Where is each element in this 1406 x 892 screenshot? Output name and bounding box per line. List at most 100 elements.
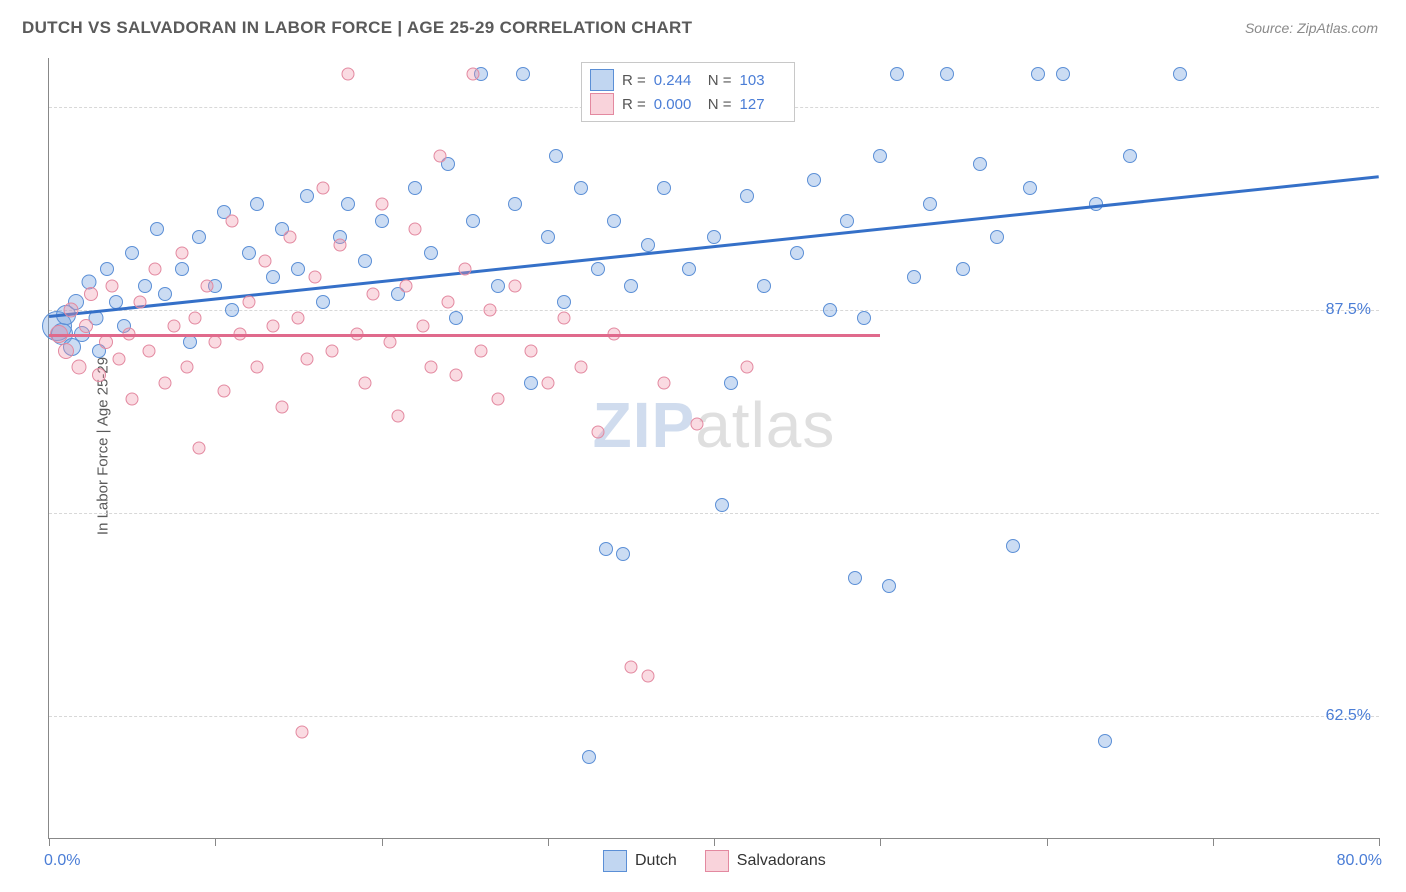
scatter-point	[71, 359, 86, 374]
x-tick-mark	[880, 838, 881, 846]
scatter-point	[433, 149, 446, 162]
legend-n-value: 103	[740, 72, 786, 89]
scatter-point	[458, 263, 471, 276]
legend-swatch	[590, 93, 614, 115]
scatter-point	[724, 376, 738, 390]
scatter-point	[425, 360, 438, 373]
scatter-point	[417, 320, 430, 333]
scatter-point	[217, 385, 230, 398]
scatter-point	[63, 302, 78, 317]
scatter-point	[341, 197, 355, 211]
scatter-point	[99, 335, 113, 349]
scatter-point	[1173, 67, 1187, 81]
legend-stats-row: R = 0.244 N = 103	[590, 68, 786, 92]
scatter-point	[325, 344, 338, 357]
x-max-label: 80.0%	[1337, 852, 1382, 870]
legend-bottom: Dutch Salvadorans	[603, 850, 826, 872]
x-tick-mark	[1379, 838, 1380, 846]
scatter-point	[475, 344, 488, 357]
scatter-point	[848, 571, 862, 585]
scatter-point	[192, 230, 206, 244]
scatter-point	[1056, 67, 1070, 81]
x-tick-mark	[1047, 838, 1048, 846]
scatter-point	[757, 279, 771, 293]
scatter-point	[250, 360, 263, 373]
scatter-point	[159, 377, 172, 390]
scatter-point	[790, 246, 804, 260]
legend-r-label: R =	[622, 72, 646, 89]
scatter-point	[1098, 734, 1112, 748]
scatter-point	[973, 157, 987, 171]
scatter-point	[150, 222, 164, 236]
x-tick-mark	[1213, 838, 1214, 846]
scatter-point	[599, 542, 613, 556]
scatter-point	[242, 246, 256, 260]
legend-swatch-icon	[705, 850, 729, 872]
legend-swatch-icon	[603, 850, 627, 872]
scatter-point	[138, 279, 152, 293]
legend-stats-row: R =0.000N =127	[590, 92, 786, 116]
scatter-point	[882, 579, 896, 593]
scatter-point	[575, 360, 588, 373]
scatter-point	[142, 344, 155, 357]
scatter-point	[158, 287, 172, 301]
watermark-part2: atlas	[695, 389, 835, 461]
gridline-h	[49, 310, 1379, 311]
scatter-point	[541, 377, 554, 390]
scatter-point	[707, 230, 721, 244]
scatter-point	[923, 197, 937, 211]
x-tick-mark	[714, 838, 715, 846]
scatter-point	[300, 352, 313, 365]
legend-r-value: 0.000	[654, 96, 700, 113]
scatter-point	[1006, 539, 1020, 553]
source-label: Source: ZipAtlas.com	[1245, 20, 1378, 36]
scatter-point	[516, 67, 530, 81]
scatter-point	[358, 377, 371, 390]
chart-title: DUTCH VS SALVADORAN IN LABOR FORCE | AGE…	[22, 18, 692, 38]
legend-label: Salvadorans	[737, 852, 826, 869]
scatter-point	[491, 393, 504, 406]
legend-n-label: N =	[708, 72, 732, 89]
scatter-point	[582, 750, 596, 764]
scatter-point	[383, 336, 396, 349]
scatter-point	[641, 238, 655, 252]
legend-r-value: 0.244	[654, 72, 700, 89]
scatter-point	[84, 287, 98, 301]
scatter-point	[658, 377, 671, 390]
scatter-point	[591, 262, 605, 276]
scatter-point	[524, 376, 538, 390]
scatter-point	[408, 181, 422, 195]
x-tick-mark	[49, 838, 50, 846]
scatter-point	[375, 214, 389, 228]
scatter-point	[466, 214, 480, 228]
scatter-point	[907, 270, 921, 284]
scatter-point	[134, 295, 147, 308]
scatter-point	[491, 279, 505, 293]
legend-label: Dutch	[635, 852, 677, 869]
scatter-point	[890, 67, 904, 81]
scatter-point	[541, 230, 555, 244]
trend-line	[49, 334, 880, 337]
scatter-point	[483, 303, 496, 316]
scatter-point	[740, 189, 754, 203]
scatter-point	[557, 295, 571, 309]
scatter-point	[200, 279, 213, 292]
scatter-point	[266, 270, 280, 284]
scatter-point	[857, 311, 871, 325]
scatter-point	[450, 368, 463, 381]
scatter-point	[192, 442, 205, 455]
scatter-point	[408, 222, 421, 235]
scatter-point	[242, 295, 255, 308]
y-tick-label: 62.5%	[1326, 707, 1371, 725]
scatter-point	[367, 287, 380, 300]
scatter-point	[549, 149, 563, 163]
scatter-point	[300, 189, 314, 203]
scatter-point	[183, 335, 197, 349]
gridline-h	[49, 716, 1379, 717]
scatter-point	[317, 182, 330, 195]
scatter-point	[807, 173, 821, 187]
scatter-point	[400, 279, 413, 292]
scatter-point	[1031, 67, 1045, 81]
legend-swatch	[590, 69, 614, 91]
x-tick-mark	[215, 838, 216, 846]
